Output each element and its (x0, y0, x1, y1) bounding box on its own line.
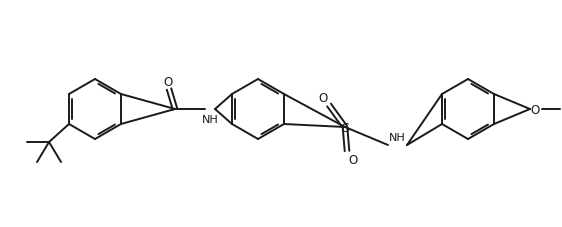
Text: O: O (319, 91, 328, 104)
Text: O: O (348, 153, 357, 166)
Text: NH: NH (389, 132, 405, 142)
Text: S: S (341, 121, 349, 134)
Text: O: O (164, 75, 173, 88)
Text: O: O (531, 103, 540, 116)
Text: NH: NH (202, 114, 219, 124)
